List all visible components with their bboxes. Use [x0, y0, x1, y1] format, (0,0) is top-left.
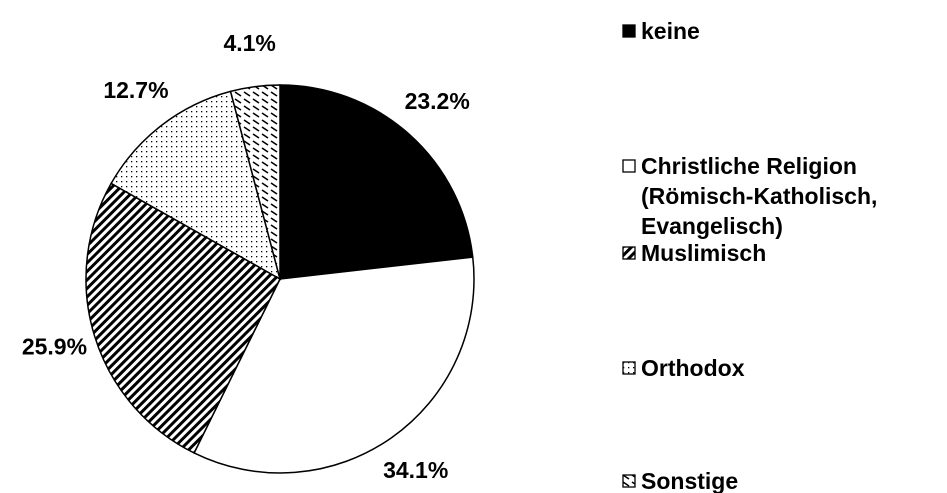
legend-swatch-box: [622, 361, 636, 375]
legend-swatch-box: [622, 24, 636, 38]
legend-swatch-box: [622, 474, 636, 488]
pie-slice: [85, 182, 281, 454]
data-label: 12.7%: [103, 77, 168, 103]
data-label: 25.9%: [22, 333, 87, 359]
legend-label: Sonstige: [641, 468, 739, 493]
legend-entry: Christliche Religion (Römisch-Katholisch…: [622, 151, 941, 241]
legend-label: Christliche Religion (Römisch-Katholisch…: [641, 153, 878, 239]
pie-slice: [279, 84, 474, 280]
legend-label: Orthodox: [641, 355, 745, 381]
pie-slice: [193, 256, 475, 474]
legend-swatch: [622, 24, 636, 38]
legend-entry: Sonstige: [622, 466, 941, 493]
pie-slice: [110, 90, 282, 281]
legend-swatch-box: [622, 246, 636, 260]
legend-swatch: [622, 159, 636, 173]
data-label: 34.1%: [383, 457, 448, 483]
pie-slice: [229, 84, 281, 280]
legend-swatch-box: [622, 159, 636, 173]
legend-swatch: [622, 474, 636, 488]
data-label: 4.1%: [223, 30, 275, 56]
legend-entry: Muslimisch: [622, 238, 941, 268]
legend-swatch: [622, 361, 636, 375]
legend-label: keine: [641, 18, 700, 44]
legend-swatch: [622, 246, 636, 260]
legend-entry: keine: [622, 16, 941, 46]
legend-label: Muslimisch: [641, 240, 767, 266]
legend-entry: Orthodox: [622, 353, 941, 383]
data-label: 23.2%: [405, 88, 470, 114]
